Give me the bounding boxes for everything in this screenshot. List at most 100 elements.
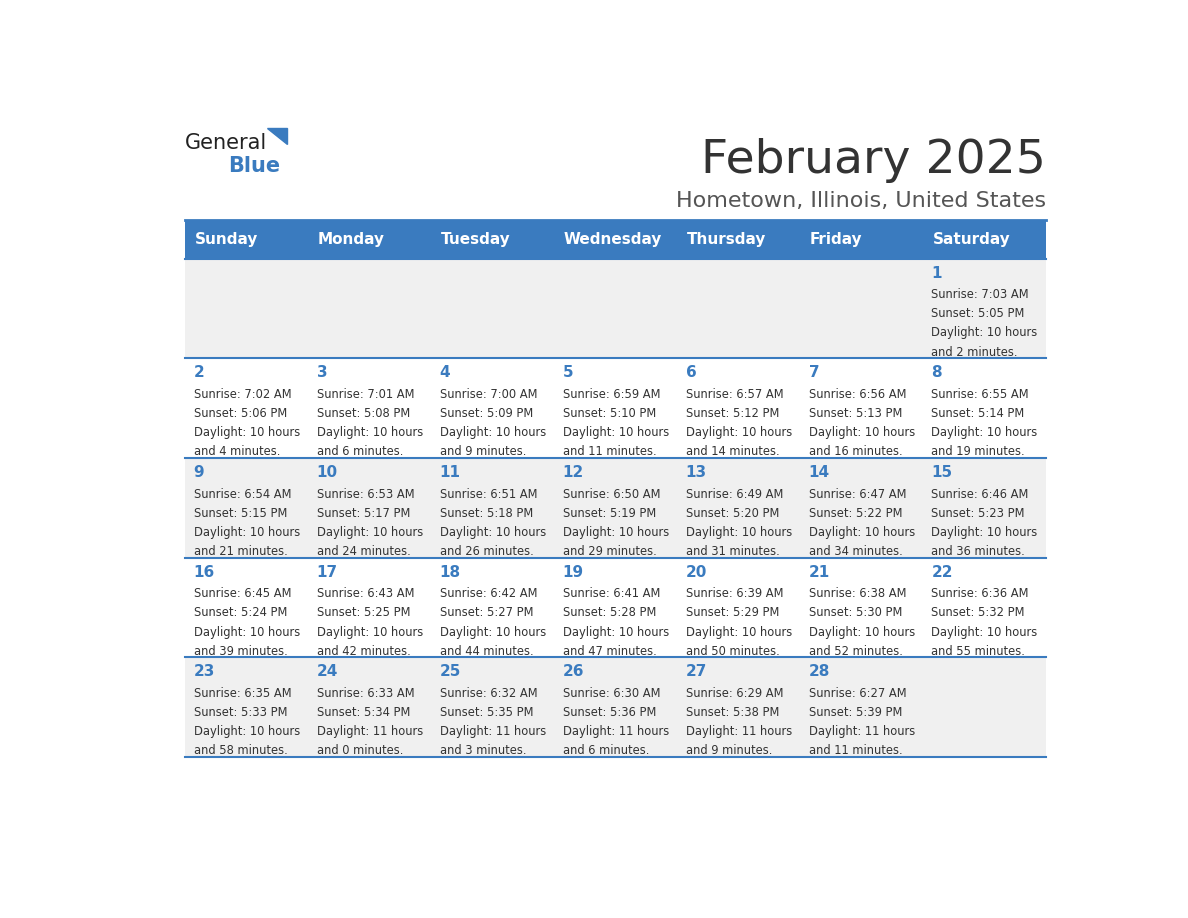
Text: 13: 13 <box>685 465 707 480</box>
Text: 11: 11 <box>440 465 461 480</box>
Text: Sunrise: 6:39 AM: Sunrise: 6:39 AM <box>685 588 783 600</box>
Text: Sunset: 5:23 PM: Sunset: 5:23 PM <box>931 507 1025 520</box>
Text: Sunrise: 6:47 AM: Sunrise: 6:47 AM <box>809 487 906 500</box>
Text: and 34 minutes.: and 34 minutes. <box>809 545 902 558</box>
Text: Sunrise: 6:33 AM: Sunrise: 6:33 AM <box>316 687 415 700</box>
Text: and 19 minutes.: and 19 minutes. <box>931 445 1025 458</box>
Text: and 16 minutes.: and 16 minutes. <box>809 445 902 458</box>
Text: and 0 minutes.: and 0 minutes. <box>316 744 403 757</box>
Text: Daylight: 10 hours: Daylight: 10 hours <box>194 526 299 539</box>
Text: and 4 minutes.: and 4 minutes. <box>194 445 280 458</box>
Text: and 52 minutes.: and 52 minutes. <box>809 644 903 657</box>
Text: 22: 22 <box>931 565 953 580</box>
Text: Sunrise: 6:51 AM: Sunrise: 6:51 AM <box>440 487 537 500</box>
Text: and 44 minutes.: and 44 minutes. <box>440 644 533 657</box>
Text: Daylight: 10 hours: Daylight: 10 hours <box>563 426 669 439</box>
Text: Sunset: 5:19 PM: Sunset: 5:19 PM <box>563 507 656 520</box>
Text: 8: 8 <box>931 365 942 380</box>
Text: Daylight: 10 hours: Daylight: 10 hours <box>440 625 545 639</box>
Text: 24: 24 <box>316 665 337 679</box>
Text: Sunrise: 6:59 AM: Sunrise: 6:59 AM <box>563 388 661 401</box>
Text: Sunrise: 6:57 AM: Sunrise: 6:57 AM <box>685 388 783 401</box>
Text: Sunset: 5:09 PM: Sunset: 5:09 PM <box>440 407 533 420</box>
Text: Sunrise: 6:54 AM: Sunrise: 6:54 AM <box>194 487 291 500</box>
Text: Sunset: 5:22 PM: Sunset: 5:22 PM <box>809 507 902 520</box>
Text: 15: 15 <box>931 465 953 480</box>
Text: and 36 minutes.: and 36 minutes. <box>931 545 1025 558</box>
Text: and 2 minutes.: and 2 minutes. <box>931 345 1018 359</box>
Text: Hometown, Illinois, United States: Hometown, Illinois, United States <box>676 192 1047 211</box>
Text: 7: 7 <box>809 365 820 380</box>
Text: Sunday: Sunday <box>195 231 258 247</box>
Text: and 39 minutes.: and 39 minutes. <box>194 644 287 657</box>
Text: 25: 25 <box>440 665 461 679</box>
Text: Daylight: 10 hours: Daylight: 10 hours <box>316 526 423 539</box>
Text: and 11 minutes.: and 11 minutes. <box>809 744 902 757</box>
Text: and 29 minutes.: and 29 minutes. <box>563 545 656 558</box>
Text: Sunrise: 6:36 AM: Sunrise: 6:36 AM <box>931 588 1029 600</box>
Text: and 26 minutes.: and 26 minutes. <box>440 545 533 558</box>
Text: 12: 12 <box>563 465 583 480</box>
Text: and 47 minutes.: and 47 minutes. <box>563 644 656 657</box>
Text: and 11 minutes.: and 11 minutes. <box>563 445 656 458</box>
Text: Friday: Friday <box>809 231 862 247</box>
Polygon shape <box>267 128 286 144</box>
Text: and 9 minutes.: and 9 minutes. <box>685 744 772 757</box>
Text: 2: 2 <box>194 365 204 380</box>
Text: 26: 26 <box>563 665 584 679</box>
Text: Sunset: 5:15 PM: Sunset: 5:15 PM <box>194 507 287 520</box>
Text: Monday: Monday <box>317 231 385 247</box>
FancyBboxPatch shape <box>185 458 1047 557</box>
Text: Sunrise: 7:03 AM: Sunrise: 7:03 AM <box>931 288 1029 301</box>
Text: Daylight: 11 hours: Daylight: 11 hours <box>563 725 669 738</box>
Text: 9: 9 <box>194 465 204 480</box>
Text: and 31 minutes.: and 31 minutes. <box>685 545 779 558</box>
Text: Daylight: 10 hours: Daylight: 10 hours <box>809 526 915 539</box>
Text: and 24 minutes.: and 24 minutes. <box>316 545 410 558</box>
Text: Sunrise: 7:00 AM: Sunrise: 7:00 AM <box>440 388 537 401</box>
Text: 21: 21 <box>809 565 829 580</box>
Text: Daylight: 11 hours: Daylight: 11 hours <box>809 725 915 738</box>
Text: 19: 19 <box>563 565 583 580</box>
Text: Sunrise: 6:55 AM: Sunrise: 6:55 AM <box>931 388 1029 401</box>
Text: Sunrise: 6:43 AM: Sunrise: 6:43 AM <box>316 588 415 600</box>
Text: and 21 minutes.: and 21 minutes. <box>194 545 287 558</box>
Text: and 14 minutes.: and 14 minutes. <box>685 445 779 458</box>
Text: Daylight: 10 hours: Daylight: 10 hours <box>931 526 1038 539</box>
Text: Sunrise: 6:30 AM: Sunrise: 6:30 AM <box>563 687 661 700</box>
Text: Sunset: 5:29 PM: Sunset: 5:29 PM <box>685 607 779 620</box>
Text: Sunset: 5:13 PM: Sunset: 5:13 PM <box>809 407 902 420</box>
Text: 27: 27 <box>685 665 707 679</box>
Text: Sunrise: 7:02 AM: Sunrise: 7:02 AM <box>194 388 291 401</box>
Text: Sunrise: 6:46 AM: Sunrise: 6:46 AM <box>931 487 1029 500</box>
Text: Sunset: 5:05 PM: Sunset: 5:05 PM <box>931 308 1025 320</box>
Text: Sunrise: 6:53 AM: Sunrise: 6:53 AM <box>316 487 415 500</box>
Text: Daylight: 10 hours: Daylight: 10 hours <box>685 426 791 439</box>
Text: and 9 minutes.: and 9 minutes. <box>440 445 526 458</box>
FancyBboxPatch shape <box>185 219 1047 259</box>
Text: 28: 28 <box>809 665 830 679</box>
Text: Sunrise: 6:45 AM: Sunrise: 6:45 AM <box>194 588 291 600</box>
Text: Sunset: 5:08 PM: Sunset: 5:08 PM <box>316 407 410 420</box>
Text: Sunrise: 7:01 AM: Sunrise: 7:01 AM <box>316 388 415 401</box>
Text: 20: 20 <box>685 565 707 580</box>
Text: Daylight: 10 hours: Daylight: 10 hours <box>440 426 545 439</box>
Text: Sunrise: 6:50 AM: Sunrise: 6:50 AM <box>563 487 661 500</box>
Text: 23: 23 <box>194 665 215 679</box>
Text: Sunset: 5:24 PM: Sunset: 5:24 PM <box>194 607 287 620</box>
Text: Tuesday: Tuesday <box>441 231 510 247</box>
Text: 4: 4 <box>440 365 450 380</box>
Text: and 42 minutes.: and 42 minutes. <box>316 644 410 657</box>
Text: Sunset: 5:17 PM: Sunset: 5:17 PM <box>316 507 410 520</box>
Text: Daylight: 10 hours: Daylight: 10 hours <box>563 526 669 539</box>
Text: Sunrise: 6:29 AM: Sunrise: 6:29 AM <box>685 687 783 700</box>
Text: Daylight: 10 hours: Daylight: 10 hours <box>194 426 299 439</box>
Text: 14: 14 <box>809 465 829 480</box>
Text: Daylight: 11 hours: Daylight: 11 hours <box>316 725 423 738</box>
Text: Daylight: 11 hours: Daylight: 11 hours <box>685 725 791 738</box>
Text: Daylight: 10 hours: Daylight: 10 hours <box>809 625 915 639</box>
Text: Thursday: Thursday <box>687 231 766 247</box>
Text: 16: 16 <box>194 565 215 580</box>
Text: Sunrise: 6:42 AM: Sunrise: 6:42 AM <box>440 588 537 600</box>
Text: and 55 minutes.: and 55 minutes. <box>931 644 1025 657</box>
